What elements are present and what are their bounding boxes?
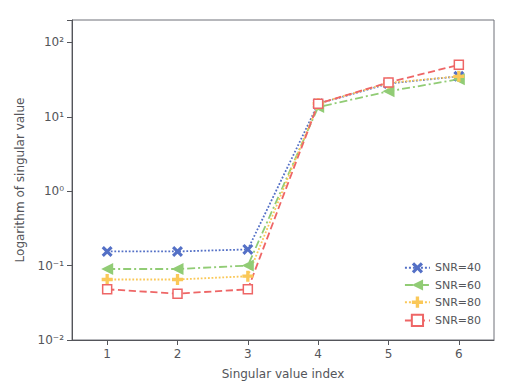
svg-text:3: 3 <box>244 347 252 361</box>
svg-text:5: 5 <box>385 347 393 361</box>
svg-text:10⁰: 10⁰ <box>44 184 64 198</box>
svg-text:10²: 10² <box>44 35 64 49</box>
svg-text:SNR=80: SNR=80 <box>435 314 481 327</box>
svg-text:SNR=60: SNR=60 <box>435 279 481 292</box>
svg-text:Logarithm of singular value: Logarithm of singular value <box>13 98 27 263</box>
svg-text:10⁻¹: 10⁻¹ <box>38 259 65 273</box>
svg-text:Singular value index: Singular value index <box>222 367 345 381</box>
svg-text:4: 4 <box>314 347 322 361</box>
svg-text:2: 2 <box>174 347 182 361</box>
svg-text:1: 1 <box>103 347 111 361</box>
svg-text:10¹: 10¹ <box>44 110 64 124</box>
svg-text:SNR=40: SNR=40 <box>435 261 481 274</box>
svg-text:10⁻²: 10⁻² <box>38 333 65 347</box>
svg-text:SNR=80: SNR=80 <box>435 296 481 309</box>
svg-text:6: 6 <box>455 347 463 361</box>
